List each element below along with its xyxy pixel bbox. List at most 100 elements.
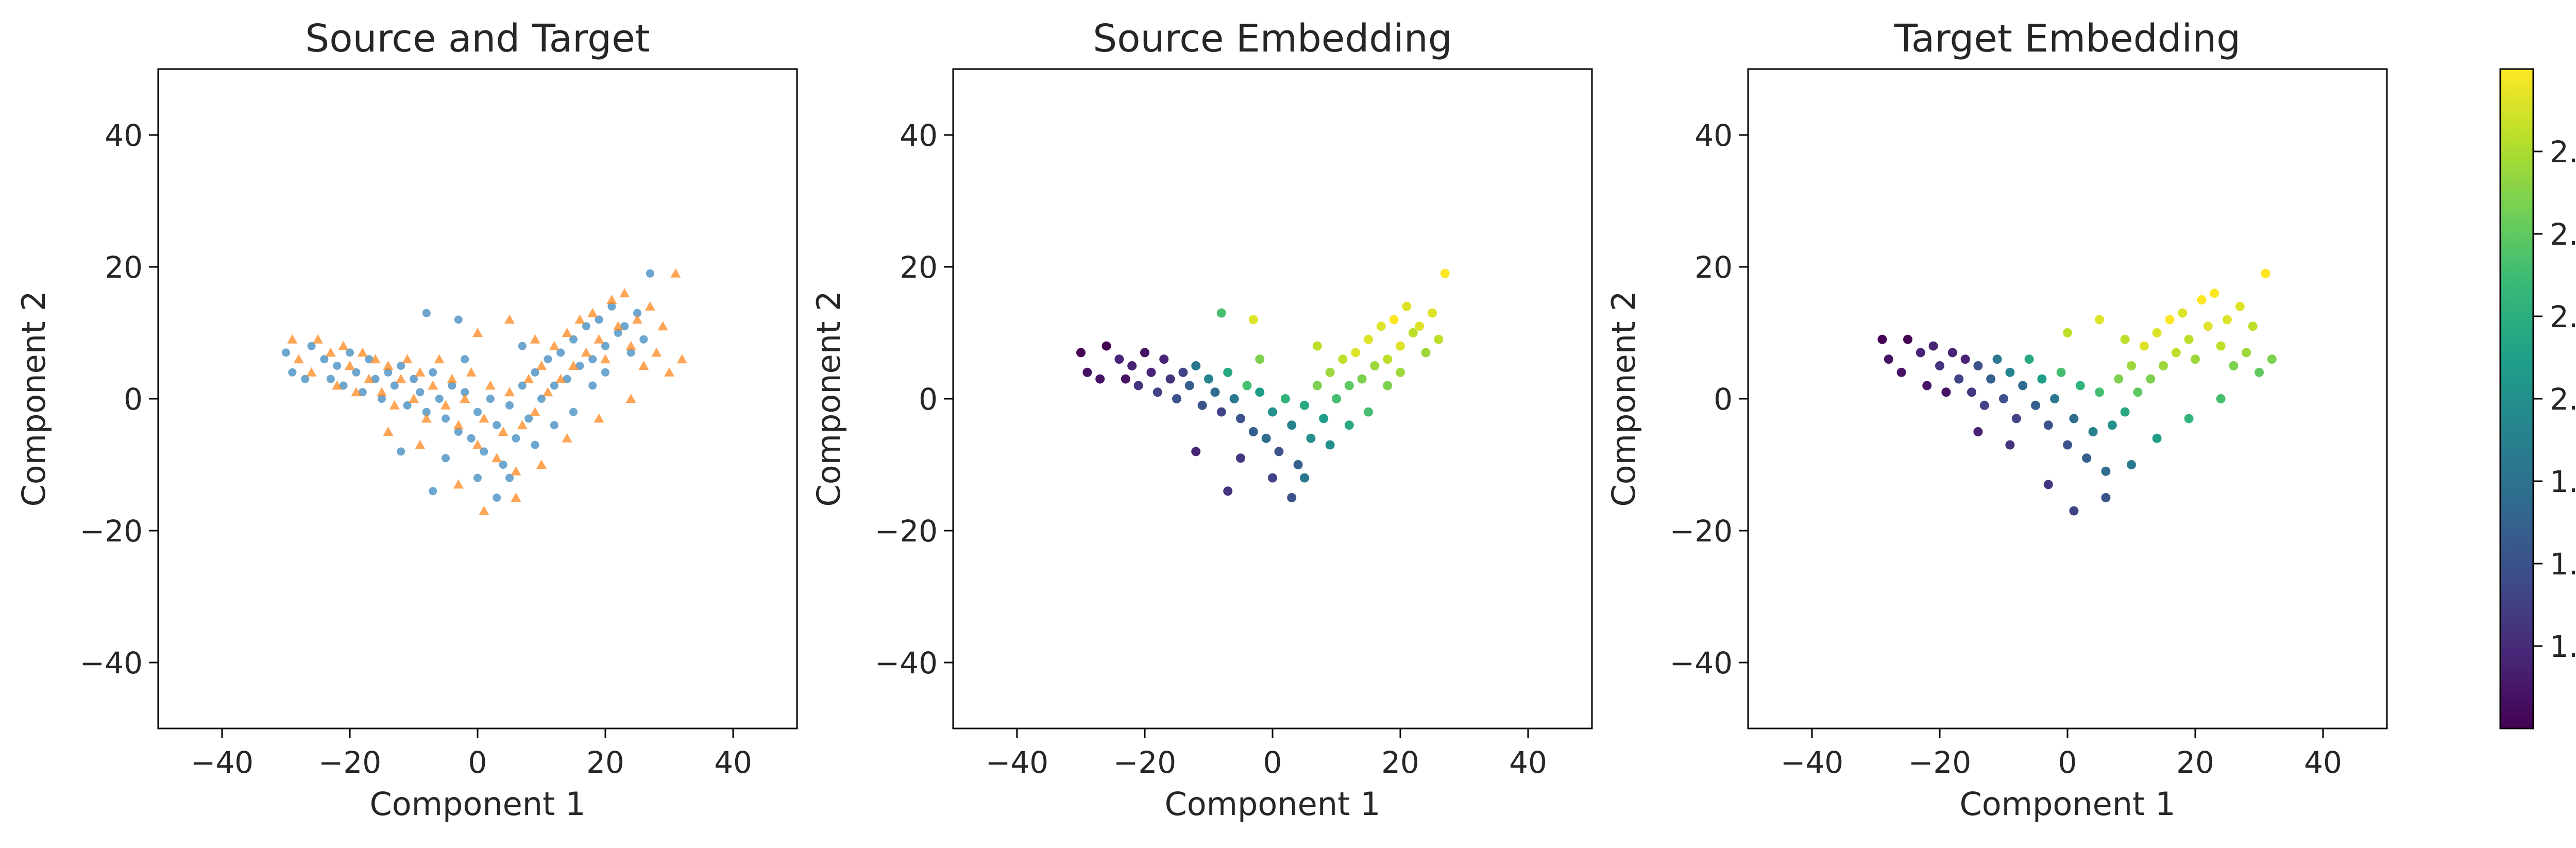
embedding-point — [2069, 506, 2079, 516]
source-point — [390, 381, 399, 390]
embedding-point — [1114, 354, 1124, 364]
embedding-point — [1947, 348, 1957, 358]
y-tick-label: 20 — [900, 250, 938, 285]
target-point — [523, 374, 534, 383]
target-point — [402, 354, 413, 364]
source-point — [486, 395, 495, 403]
x-tick-label: −40 — [191, 745, 253, 780]
source-point — [282, 348, 290, 357]
embedding-point — [2159, 361, 2168, 370]
embedding-point — [1159, 354, 1169, 364]
target-point — [511, 493, 521, 502]
panel-2: −40 −20 0 20 40 −40 −20 0 20 40 Source Embedding Co… — [810, 16, 1593, 823]
embedding-point — [1287, 493, 1297, 502]
embedding-point — [1421, 348, 1431, 358]
embedding-point — [2120, 334, 2130, 344]
y-tick-label: 0 — [124, 382, 143, 417]
panel-title: Target Embedding — [1894, 16, 2241, 61]
target-point — [415, 439, 426, 449]
target-point — [421, 413, 432, 423]
embedding-point — [1338, 354, 1348, 364]
embedding-point — [2114, 374, 2124, 384]
embedding-point — [1312, 341, 1322, 351]
embedding-point — [1364, 334, 1373, 344]
target-point — [536, 460, 547, 469]
target-point — [613, 321, 623, 331]
embedding-point — [1184, 381, 1194, 391]
scatter-points — [282, 268, 687, 515]
source-point — [288, 368, 297, 377]
embedding-point — [1242, 381, 1252, 391]
source-point — [442, 454, 450, 463]
source-point — [397, 362, 405, 370]
embedding-point — [1376, 321, 1386, 331]
embedding-point — [2127, 460, 2136, 469]
embedding-point — [1165, 374, 1175, 384]
source-point — [537, 395, 546, 403]
source-point — [556, 348, 565, 357]
target-point — [396, 374, 406, 383]
target-point — [651, 347, 662, 357]
source-point — [339, 381, 348, 390]
embedding-point — [2120, 407, 2130, 417]
embedding-point — [1364, 407, 1373, 417]
embedding-point — [1973, 361, 1983, 370]
y-tick-label: 40 — [1694, 118, 1733, 153]
target-point — [453, 479, 464, 489]
embedding-point — [2063, 328, 2072, 337]
x-tick-label: 0 — [468, 745, 487, 780]
source-point — [467, 434, 476, 443]
embedding-point — [2255, 367, 2264, 377]
target-point — [555, 374, 566, 383]
embedding-point — [1300, 400, 1309, 410]
source-point — [512, 434, 520, 443]
embedding-point — [2043, 420, 2053, 430]
embedding-point — [2107, 420, 2117, 430]
source-point — [384, 368, 393, 377]
embedding-point — [2216, 341, 2226, 351]
target-point — [440, 400, 451, 410]
target-point — [670, 268, 681, 278]
embedding-point — [1268, 473, 1277, 483]
x-tick-label: −20 — [1908, 745, 1971, 780]
embedding-point — [2267, 354, 2277, 364]
embedding-point — [2139, 341, 2149, 351]
target-point — [370, 354, 381, 364]
target-point — [549, 341, 560, 350]
embedding-point — [1979, 400, 1989, 410]
x-tick-label: 20 — [586, 745, 624, 780]
source-point — [531, 368, 539, 377]
embedding-point — [2063, 440, 2072, 450]
target-point — [345, 361, 355, 370]
source-point — [429, 487, 437, 496]
embedding-point — [2235, 301, 2245, 311]
target-point — [581, 347, 591, 357]
embedding-point — [1896, 367, 1906, 377]
embedding-point — [2101, 493, 2111, 502]
embedding-point — [1396, 367, 1405, 377]
embedding-point — [1172, 394, 1181, 403]
embedding-point — [2203, 321, 2213, 331]
source-point — [601, 342, 609, 350]
x-tick-label: 40 — [714, 745, 752, 780]
embedding-point — [1986, 374, 1996, 384]
target-point — [625, 341, 636, 350]
embedding-point — [1121, 374, 1130, 384]
source-point — [524, 414, 533, 423]
embedding-point — [1319, 414, 1329, 423]
embedding-point — [1370, 361, 1380, 370]
embedding-point — [1248, 315, 1258, 325]
target-point — [530, 406, 540, 416]
target-point — [409, 394, 419, 403]
embedding-point — [1191, 447, 1201, 456]
source-point — [442, 414, 450, 423]
y-tick-label: 20 — [105, 250, 143, 285]
embedding-point — [1248, 427, 1258, 436]
target-point — [536, 361, 547, 370]
source-point — [358, 388, 367, 397]
target-point — [562, 433, 572, 443]
embedding-point — [1383, 381, 1393, 391]
source-point — [435, 395, 444, 403]
embedding-point — [2146, 374, 2156, 384]
source-point — [499, 461, 507, 469]
